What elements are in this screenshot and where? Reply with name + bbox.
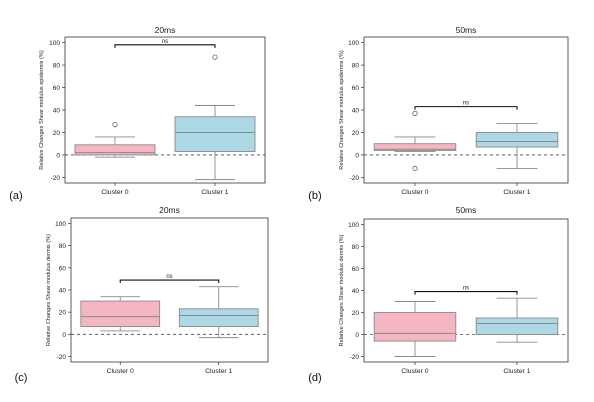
y-tick-label: 40 — [352, 108, 360, 115]
y-axis-label: Relative Changes Shear modulus epidermis… — [39, 50, 45, 170]
box-iqr — [475, 132, 559, 148]
y-tick-label: 100 — [55, 221, 66, 228]
y-axis-label: Relative Changes Shear modulus epidermis… — [339, 50, 345, 170]
x-tick-label: Cluster 0 — [401, 189, 428, 196]
outlier-point — [212, 54, 218, 60]
plot-frame — [70, 217, 269, 363]
box-iqr — [373, 312, 457, 342]
x-tick-label: Cluster 0 — [107, 368, 134, 375]
y-tick-label: 0 — [62, 332, 66, 339]
significance-label: ns — [166, 274, 172, 280]
panel-label: (a) — [9, 190, 22, 202]
y-tick-label: 0 — [355, 332, 359, 339]
box-iqr — [373, 143, 457, 151]
y-tick-label: 40 — [53, 108, 61, 115]
y-tick-label: 80 — [53, 63, 61, 70]
plot-frame — [64, 36, 266, 184]
x-tick-label: Cluster 1 — [205, 368, 232, 375]
y-tick-label: -20 — [51, 175, 61, 182]
y-tick-label: 100 — [49, 40, 60, 47]
y-tick-label: 80 — [59, 243, 67, 250]
box-iqr — [74, 144, 156, 156]
y-tick-label: 60 — [59, 265, 67, 272]
significance-bracket — [114, 44, 216, 48]
panel-label: (c) — [15, 372, 28, 384]
significance-label: ns — [463, 286, 469, 292]
significance-bracket — [414, 291, 518, 295]
y-tick-label: -20 — [350, 354, 360, 361]
y-tick-label: 20 — [352, 130, 360, 137]
box-iqr — [174, 116, 256, 153]
y-tick-label: 60 — [53, 85, 61, 92]
y-tick-label: 60 — [352, 266, 360, 273]
significance-label: ns — [162, 39, 168, 45]
chart-title: 20ms — [159, 205, 180, 215]
box-iqr — [178, 308, 259, 328]
y-tick-label: 80 — [352, 244, 360, 251]
y-tick-label: 0 — [355, 152, 359, 159]
y-tick-label: 80 — [352, 63, 360, 70]
x-tick-label: Cluster 1 — [503, 189, 530, 196]
box-iqr — [80, 300, 161, 328]
box-iqr — [475, 317, 559, 335]
y-tick-label: 20 — [352, 310, 360, 317]
chart-title: 50ms — [456, 25, 477, 35]
y-tick-label: 20 — [59, 310, 67, 317]
y-tick-label: 20 — [53, 130, 61, 137]
significance-bracket — [119, 279, 220, 284]
plot-frame — [363, 36, 569, 184]
x-tick-label: Cluster 1 — [201, 189, 228, 196]
significance-bracket — [414, 106, 518, 110]
panel-label: (b) — [308, 190, 321, 202]
outlier-point — [412, 110, 418, 116]
chart-title: 50ms — [456, 205, 477, 215]
outlier-point — [112, 122, 118, 128]
x-tick-label: Cluster 0 — [101, 189, 128, 196]
x-tick-label: Cluster 1 — [503, 368, 530, 375]
y-axis-label: Relative Changes Shear modulus dermis (%… — [339, 234, 345, 346]
y-tick-label: 40 — [59, 288, 67, 295]
y-tick-label: 60 — [352, 85, 360, 92]
x-tick-label: Cluster 0 — [401, 368, 428, 375]
chart-panel: 20ms -20 0 20 40 60 80 100 Relative Changes Shea… — [9, 25, 266, 202]
y-axis-label: Relative Changes Shear modulus dermis (%… — [46, 234, 52, 346]
y-tick-label: 40 — [352, 288, 360, 295]
panel-label: (d) — [308, 372, 321, 384]
chart-title: 20ms — [155, 25, 176, 35]
y-tick-label: 0 — [56, 152, 60, 159]
outlier-point — [412, 165, 418, 171]
y-tick-label: 100 — [348, 222, 359, 229]
y-tick-label: 100 — [348, 40, 359, 47]
significance-label: ns — [463, 101, 469, 107]
y-tick-label: -20 — [57, 354, 67, 361]
y-tick-label: -20 — [350, 175, 360, 182]
